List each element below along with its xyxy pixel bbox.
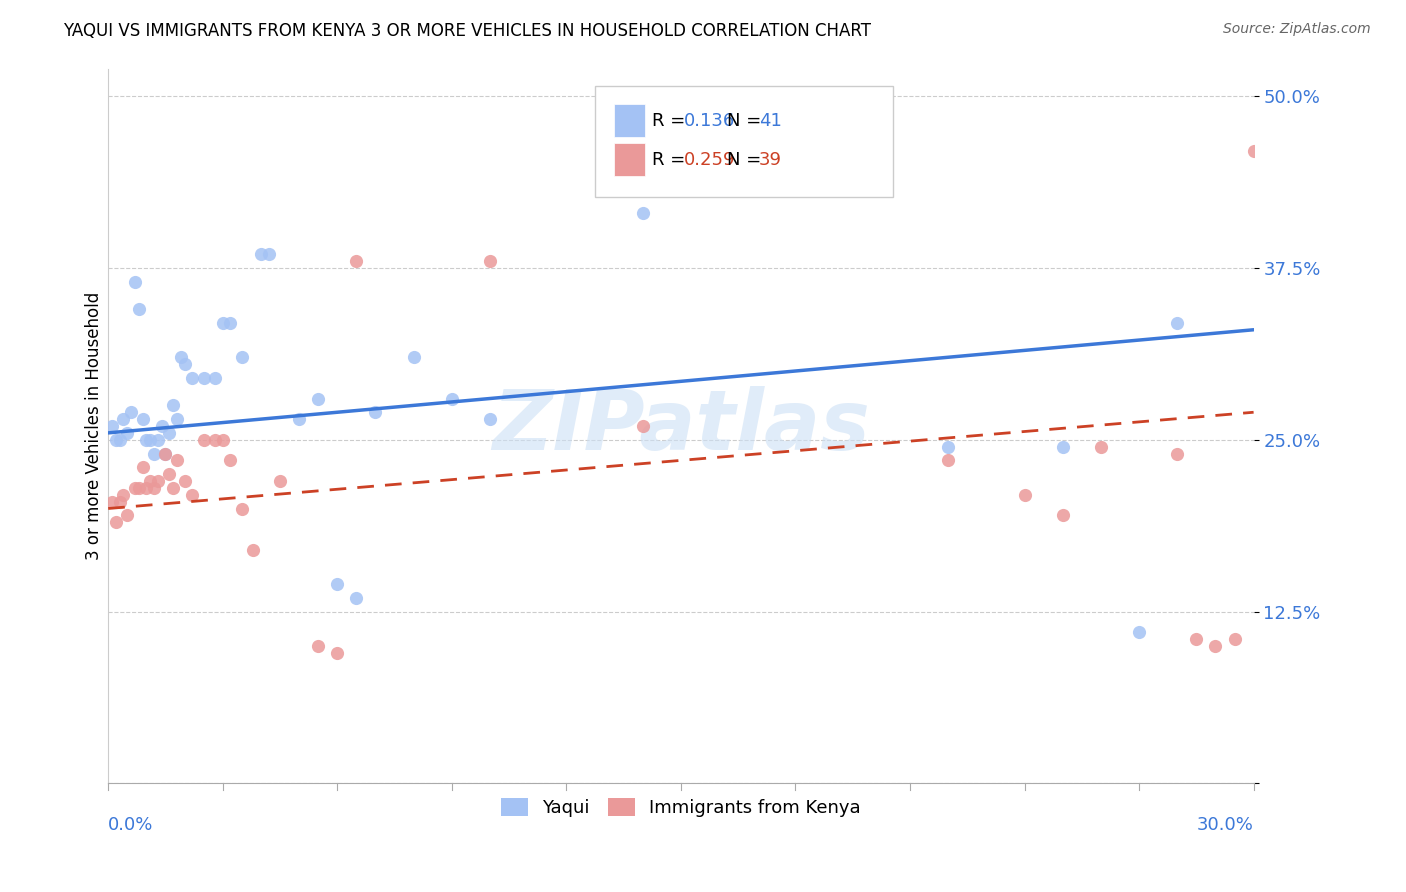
Point	[104, 433, 127, 447]
Point	[250, 247, 273, 261]
Point	[143, 481, 166, 495]
Text: R =: R =	[652, 151, 692, 169]
Point	[139, 433, 162, 447]
Text: ZIPatlas: ZIPatlas	[492, 385, 870, 467]
Point	[162, 398, 184, 412]
Point	[117, 508, 139, 523]
Text: R =: R =	[652, 112, 692, 129]
Point	[193, 371, 215, 385]
Point	[344, 591, 367, 605]
Point	[143, 446, 166, 460]
Point	[631, 419, 654, 434]
Point	[108, 433, 131, 447]
Point	[631, 206, 654, 220]
Point	[936, 453, 959, 467]
Legend: Yaqui, Immigrants from Kenya: Yaqui, Immigrants from Kenya	[494, 790, 869, 824]
Point	[135, 433, 157, 447]
Text: 0.136: 0.136	[685, 112, 735, 129]
Point	[157, 425, 180, 440]
Point	[146, 433, 169, 447]
Point	[155, 446, 177, 460]
Point	[440, 392, 463, 406]
Point	[124, 275, 146, 289]
Point	[193, 433, 215, 447]
Point	[157, 467, 180, 482]
Point	[1052, 508, 1074, 523]
Point	[219, 316, 242, 330]
Point	[131, 460, 153, 475]
Point	[479, 254, 502, 268]
Text: Source: ZipAtlas.com: Source: ZipAtlas.com	[1223, 22, 1371, 37]
Point	[150, 419, 173, 434]
Point	[1204, 639, 1226, 653]
FancyBboxPatch shape	[614, 143, 645, 177]
Point	[1166, 316, 1188, 330]
Point	[112, 488, 135, 502]
Text: 30.0%: 30.0%	[1197, 815, 1254, 834]
Point	[1014, 488, 1036, 502]
Point	[128, 302, 150, 317]
Point	[120, 405, 142, 419]
Point	[139, 474, 162, 488]
Point	[173, 357, 195, 371]
FancyBboxPatch shape	[614, 103, 645, 137]
Point	[242, 542, 264, 557]
Text: N =: N =	[727, 151, 766, 169]
Point	[124, 481, 146, 495]
Point	[117, 425, 139, 440]
Point	[364, 405, 387, 419]
Point	[1223, 632, 1246, 647]
Point	[204, 433, 226, 447]
Point	[166, 412, 188, 426]
Point	[108, 494, 131, 508]
Point	[131, 412, 153, 426]
Text: 0.0%: 0.0%	[108, 815, 153, 834]
Point	[181, 488, 204, 502]
Text: YAQUI VS IMMIGRANTS FROM KENYA 3 OR MORE VEHICLES IN HOUSEHOLD CORRELATION CHART: YAQUI VS IMMIGRANTS FROM KENYA 3 OR MORE…	[63, 22, 872, 40]
Point	[166, 453, 188, 467]
Point	[1185, 632, 1208, 647]
Point	[269, 474, 291, 488]
Text: 39: 39	[759, 151, 782, 169]
Y-axis label: 3 or more Vehicles in Household: 3 or more Vehicles in Household	[86, 292, 103, 560]
Point	[104, 515, 127, 529]
Point	[936, 440, 959, 454]
Point	[204, 371, 226, 385]
Point	[181, 371, 204, 385]
Point	[211, 433, 233, 447]
Point	[326, 646, 349, 660]
Point	[231, 351, 253, 365]
Text: N =: N =	[727, 112, 766, 129]
Point	[231, 501, 253, 516]
Point	[307, 392, 329, 406]
FancyBboxPatch shape	[595, 87, 893, 197]
Point	[479, 412, 502, 426]
Point	[155, 446, 177, 460]
Point	[307, 639, 329, 653]
Point	[1166, 446, 1188, 460]
Text: 41: 41	[759, 112, 782, 129]
Point	[1090, 440, 1112, 454]
Point	[101, 419, 124, 434]
Point	[1052, 440, 1074, 454]
Point	[128, 481, 150, 495]
Point	[1128, 625, 1150, 640]
Point	[173, 474, 195, 488]
Point	[344, 254, 367, 268]
Text: 0.259: 0.259	[685, 151, 735, 169]
Point	[112, 412, 135, 426]
Point	[219, 453, 242, 467]
Point	[146, 474, 169, 488]
Point	[1243, 144, 1265, 158]
Point	[257, 247, 280, 261]
Point	[170, 351, 193, 365]
Point	[402, 351, 425, 365]
Point	[288, 412, 311, 426]
Point	[211, 316, 233, 330]
Point	[326, 577, 349, 591]
Point	[135, 481, 157, 495]
Point	[162, 481, 184, 495]
Point	[101, 494, 124, 508]
